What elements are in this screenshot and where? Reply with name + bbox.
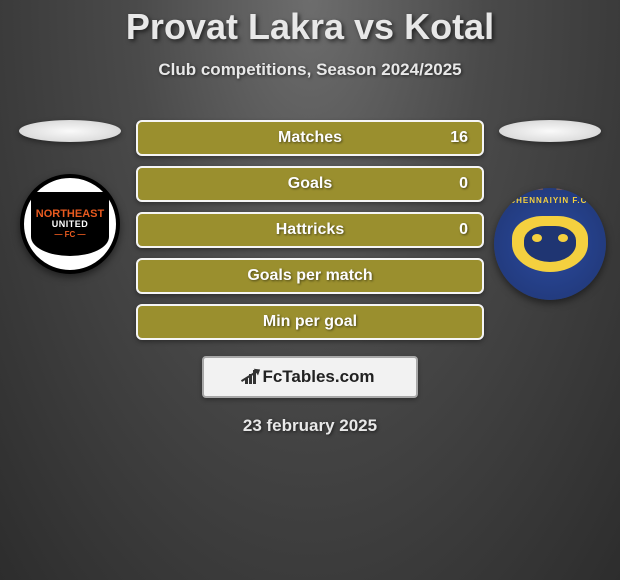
branding-text: FcTables.com xyxy=(262,367,374,387)
stat-value-right: 0 xyxy=(459,221,468,239)
club-left-line3: — FC — xyxy=(54,231,85,240)
club-logo-left-shield: NORTHEAST UNITED — FC — xyxy=(31,192,109,256)
stat-label: Goals xyxy=(288,175,332,193)
club-right-face-inner xyxy=(524,226,576,262)
player-marker-right xyxy=(499,120,601,142)
left-side: NORTHEAST UNITED — FC — xyxy=(10,120,130,274)
subtitle: Club competitions, Season 2024/2025 xyxy=(0,60,620,80)
chart-icon xyxy=(245,370,256,384)
player-marker-left xyxy=(19,120,121,142)
stat-value-right: 0 xyxy=(459,175,468,193)
stat-bar-hattricks: Hattricks 0 xyxy=(136,212,484,248)
club-logo-right: 🏆 🏆 CHENNAIYIN F.C. xyxy=(494,188,606,300)
stat-value-right: 16 xyxy=(450,129,468,147)
stat-label: Matches xyxy=(278,129,342,147)
stat-bar-matches: Matches 16 xyxy=(136,120,484,156)
branding-box: FcTables.com xyxy=(202,356,418,398)
comparison-row: NORTHEAST UNITED — FC — Matches 16 Goals… xyxy=(0,120,620,340)
club-logo-left: NORTHEAST UNITED — FC — xyxy=(20,174,120,274)
footer-date: 23 february 2025 xyxy=(0,416,620,436)
stat-bar-gpm: Goals per match xyxy=(136,258,484,294)
stat-bar-goals: Goals 0 xyxy=(136,166,484,202)
stat-bar-mpg: Min per goal xyxy=(136,304,484,340)
club-left-line2: UNITED xyxy=(52,220,89,230)
club-right-arc: CHENNAIYIN F.C. xyxy=(494,196,606,205)
club-right-face xyxy=(512,216,588,272)
trophies-icon: 🏆 🏆 xyxy=(494,188,606,191)
page-title: Provat Lakra vs Kotal xyxy=(0,0,620,48)
stats-column: Matches 16 Goals 0 Hattricks 0 Goals per… xyxy=(130,120,490,340)
stat-label: Min per goal xyxy=(263,313,357,331)
right-side: 🏆 🏆 CHENNAIYIN F.C. xyxy=(490,120,610,300)
stat-label: Goals per match xyxy=(247,267,372,285)
stat-label: Hattricks xyxy=(276,221,344,239)
